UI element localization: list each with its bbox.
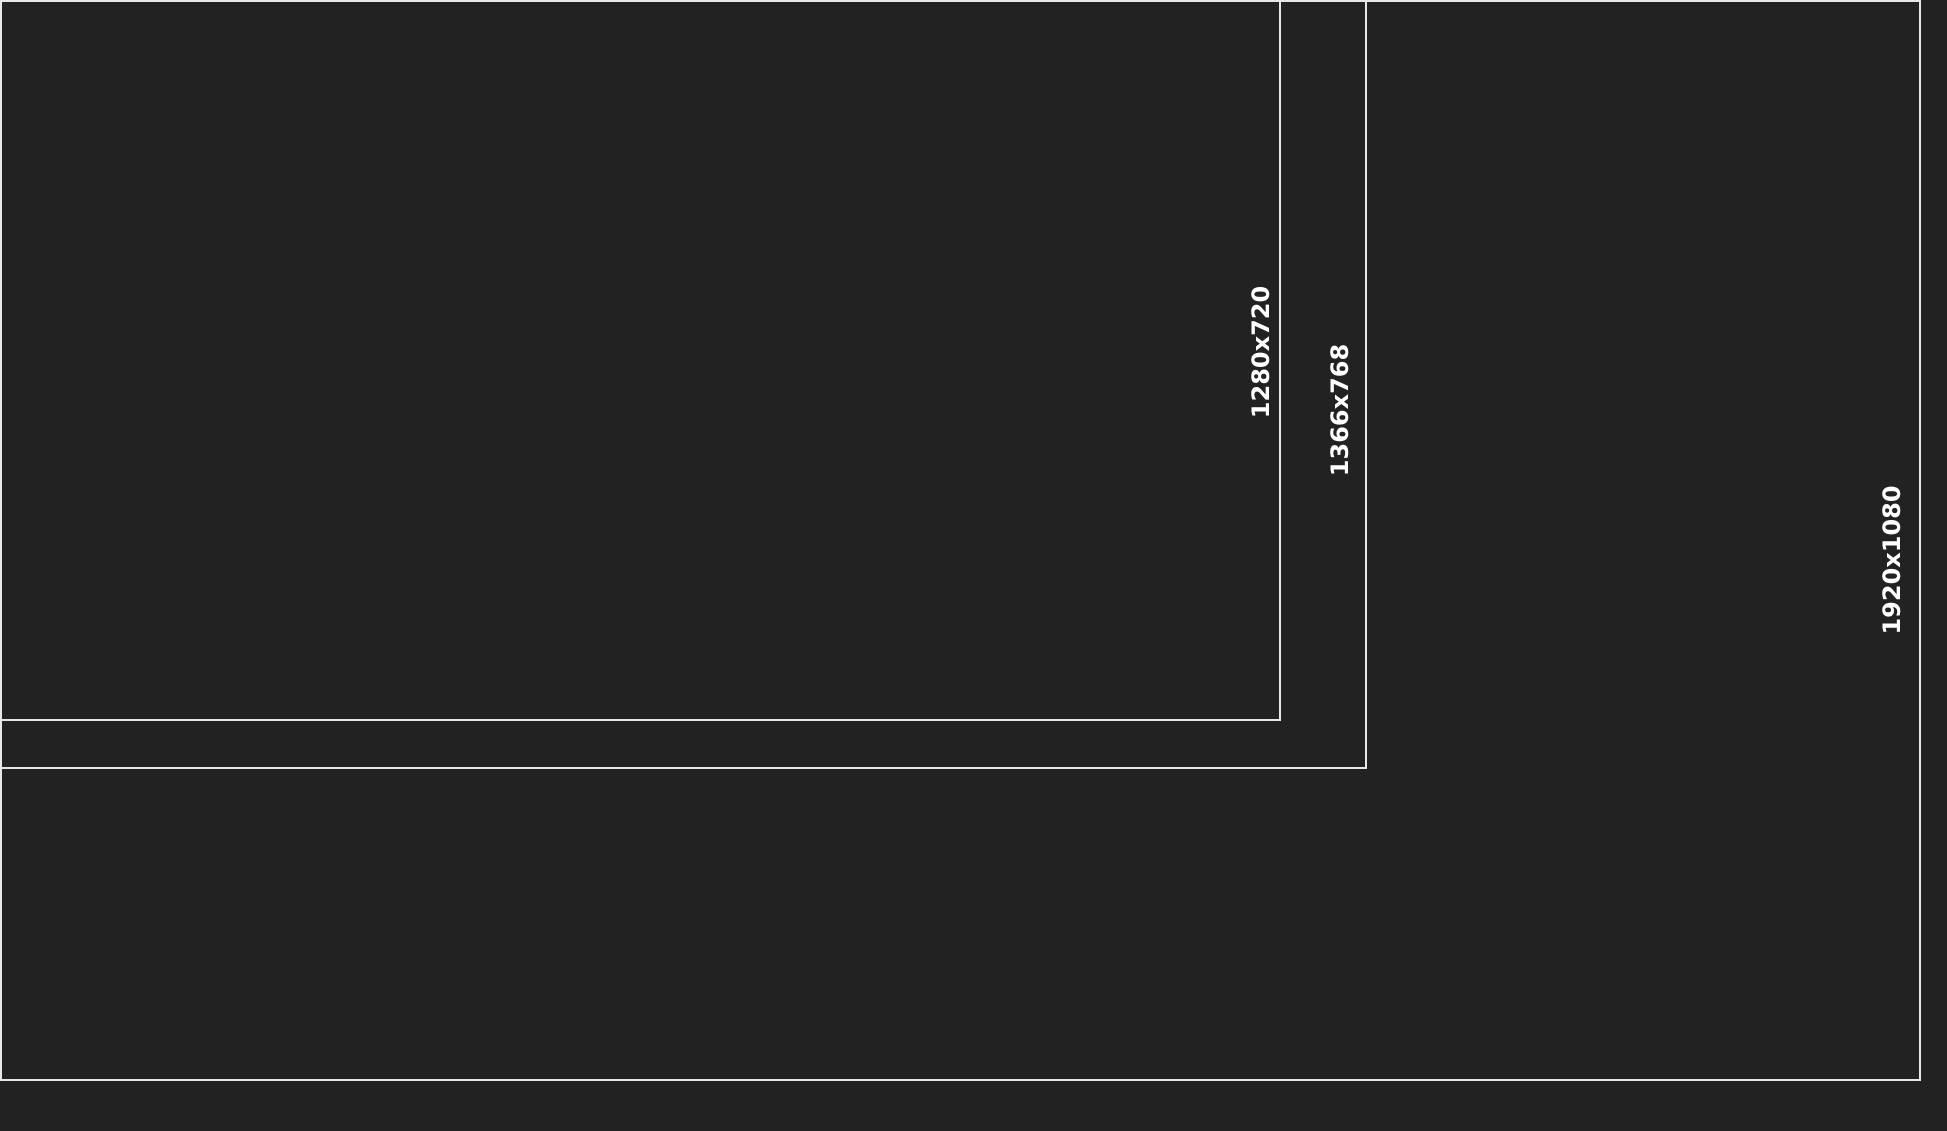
- frame-1280x720: 1280x720: [0, 0, 1281, 721]
- frame-1920x1080-label: 1920x1080: [1878, 485, 1906, 634]
- frame-1280x720-label: 1280x720: [1247, 286, 1275, 418]
- frame-1280x720-outline: [0, 0, 1281, 721]
- frame-1366x768-label: 1366x768: [1326, 344, 1354, 476]
